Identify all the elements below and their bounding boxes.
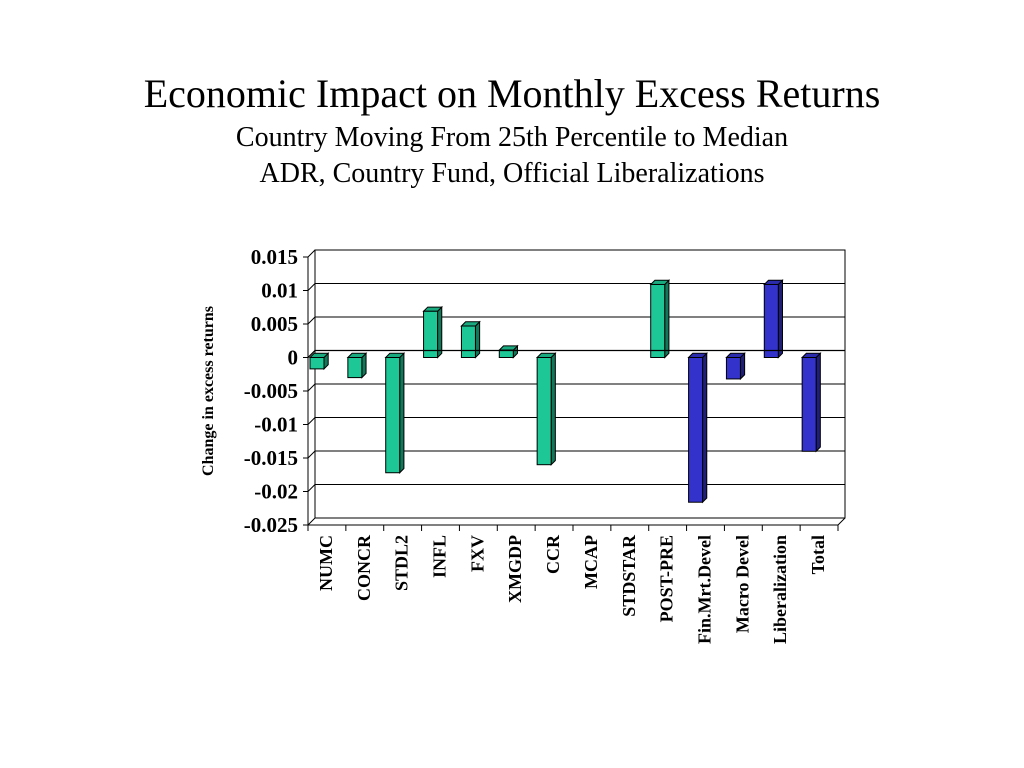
bar-side [664, 279, 670, 359]
x-tick-label: Total [808, 535, 828, 574]
gridline-depth [307, 249, 316, 258]
y-axis-title: Change in excess returns [200, 306, 217, 476]
y-tick-label: -0.02 [254, 480, 298, 504]
x-tick-label: NUMC [316, 535, 336, 591]
bar [498, 349, 514, 359]
gridline-depth [307, 450, 316, 459]
bar [385, 357, 401, 474]
bar [763, 283, 779, 358]
bar-side [702, 352, 708, 504]
x-axis-depth [837, 517, 846, 526]
x-tick-label: Fin.Mrt.Devel [695, 535, 715, 644]
gridline-depth [307, 517, 316, 526]
bar-side [777, 279, 783, 359]
x-tick-label: INFL [430, 535, 450, 578]
x-tick-label: XMGDP [505, 535, 525, 603]
y-tick-label: 0.005 [251, 312, 298, 336]
x-tick-label: STDL2 [392, 535, 412, 591]
slide-subtitle-2: ADR, Country Fund, Official Liberalizati… [259, 158, 765, 189]
gridline-depth [307, 383, 316, 392]
bar [536, 357, 552, 466]
gridline-depth [307, 283, 316, 291]
bar [725, 357, 741, 380]
x-tick-label: CONCR [354, 534, 374, 601]
y-tick-label: 0.01 [261, 279, 298, 303]
bar [650, 283, 666, 358]
bar [423, 310, 439, 358]
y-tick-label: -0.015 [244, 446, 298, 470]
gridline-depth [307, 316, 316, 325]
gridline-depth [307, 484, 316, 492]
x-tick-label: CCR [543, 534, 563, 574]
bar-side [474, 320, 481, 359]
gridline-depth [307, 417, 316, 425]
bar [347, 357, 363, 379]
x-tick-label: STDSTAR [619, 534, 639, 617]
bar [688, 357, 704, 503]
bar-side [815, 352, 821, 453]
x-tick-label: Liberalization [770, 535, 790, 644]
y-tick-label: -0.005 [244, 379, 298, 403]
bar [460, 325, 476, 359]
bar-side [399, 352, 405, 474]
zero-line-depth [307, 350, 316, 358]
y-tick-label: 0 [288, 346, 299, 370]
bar-side [550, 352, 556, 466]
bar [801, 357, 817, 452]
y-tick-label: -0.025 [244, 513, 298, 537]
x-tick-label: POST-PRE [657, 535, 677, 622]
x-tick-label: Macro Devel [732, 535, 752, 633]
y-tick-label: 0.015 [251, 245, 298, 269]
slide-subtitle-1: Country Moving From 25th Percentile to M… [235, 122, 789, 153]
slide-title-block: Economic Impact on Monthly Excess Return… [0, 68, 1024, 192]
x-tick-label: MCAP [581, 535, 601, 589]
y-tick-label: -0.01 [254, 413, 298, 437]
slide-title: Economic Impact on Monthly Excess Return… [143, 71, 881, 116]
bar [309, 357, 325, 370]
x-tick-label: FXV [467, 535, 487, 572]
